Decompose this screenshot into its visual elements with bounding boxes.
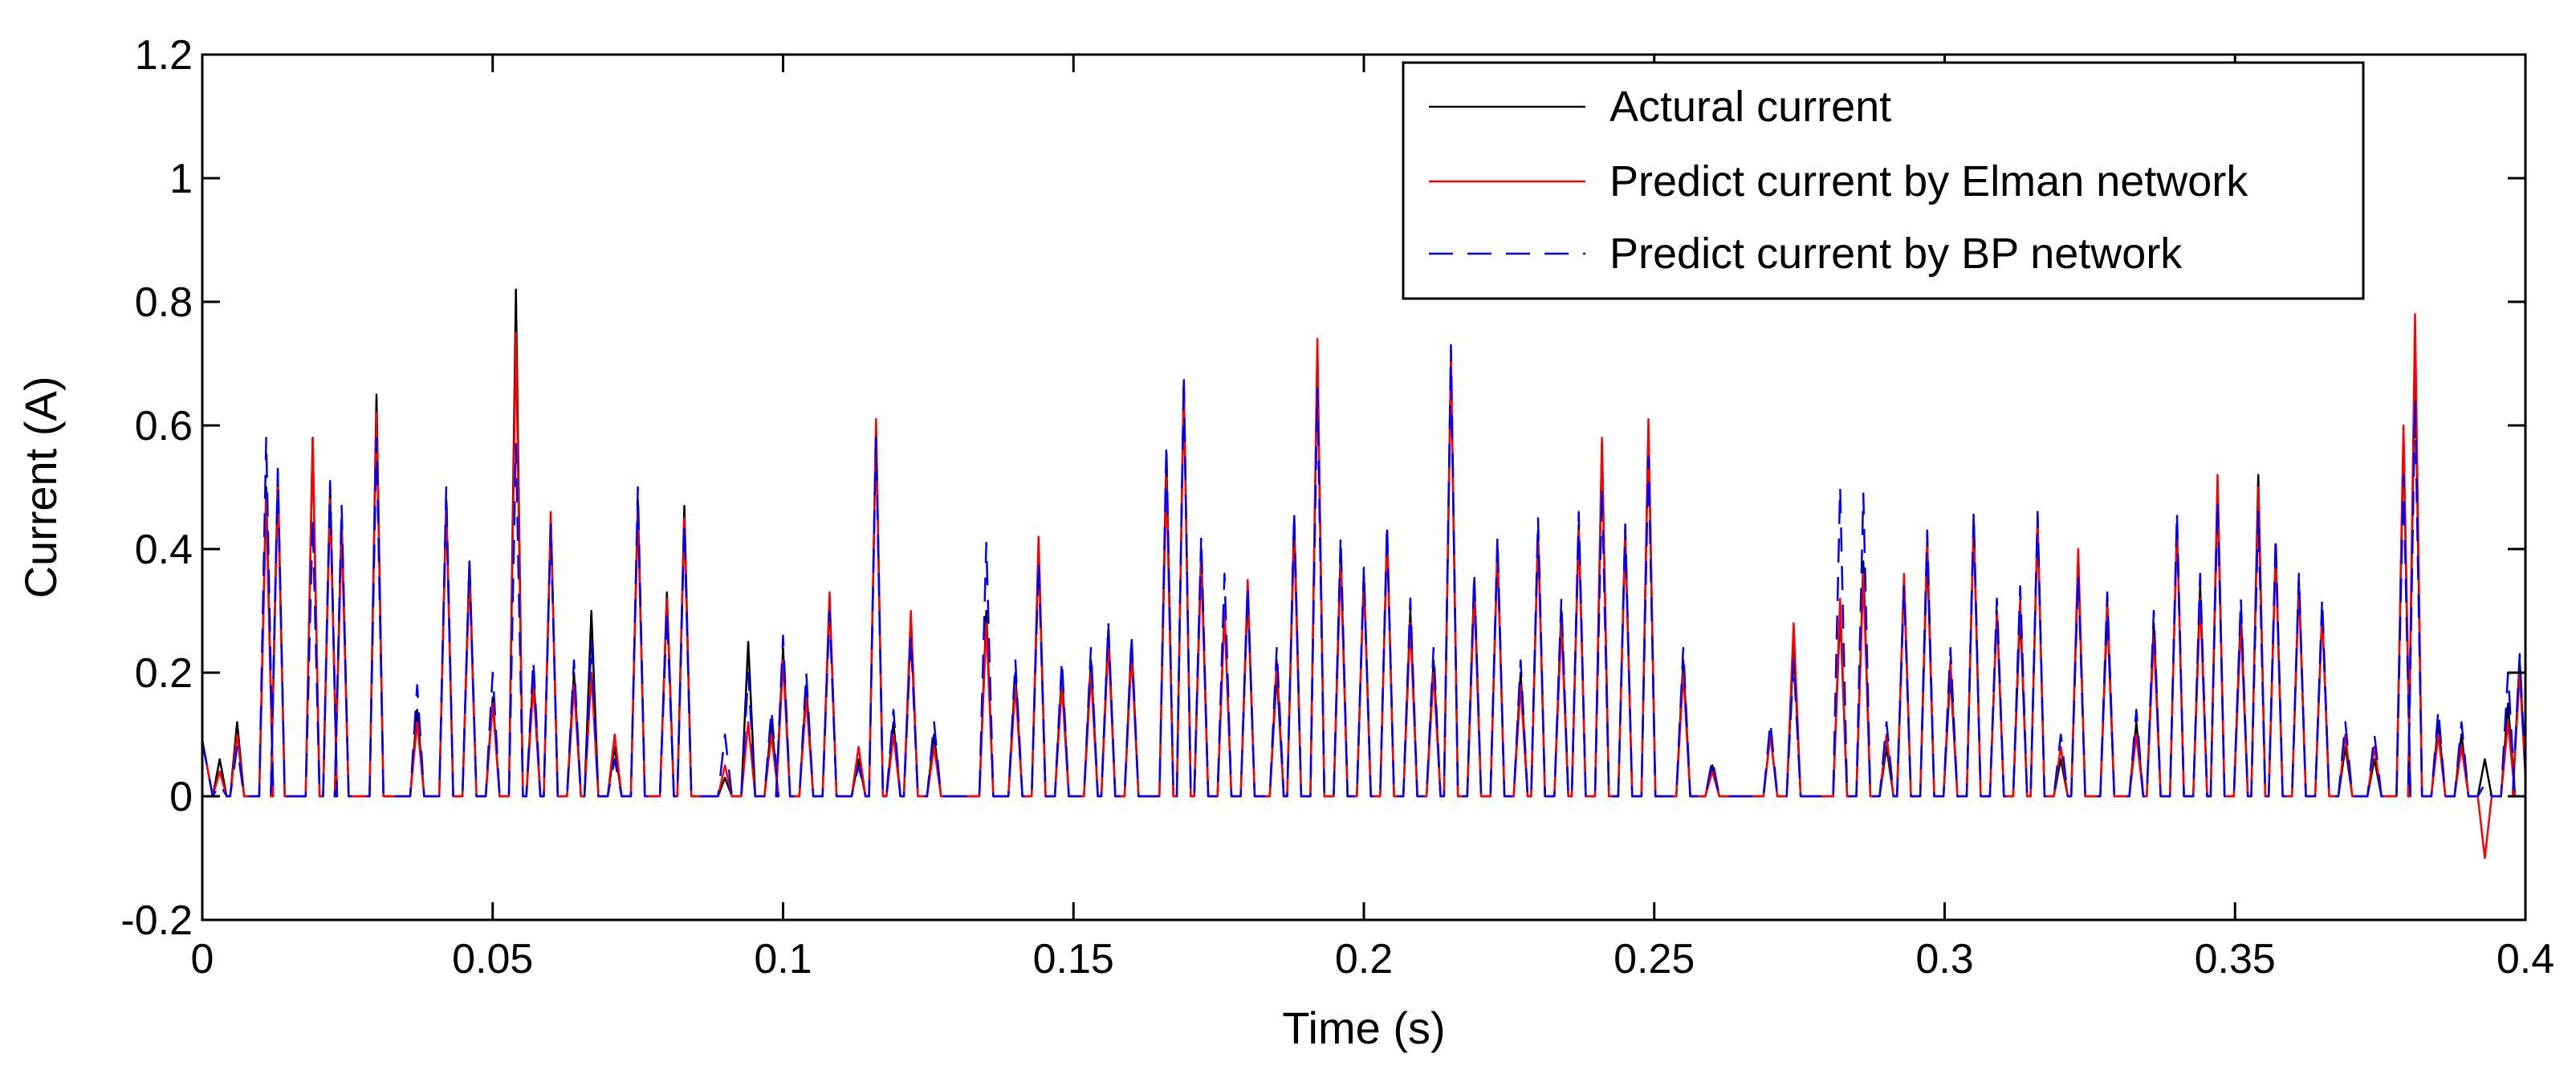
series-layer (202, 288, 2525, 860)
x-tick-label: 0.2 (1335, 936, 1393, 983)
y-tick-label: 0.2 (135, 650, 193, 697)
legend-label-actual: Actural current (1609, 83, 1891, 131)
x-tick-label: 0.35 (2195, 936, 2276, 983)
x-tick-label: 0.15 (1033, 936, 1114, 983)
y-tick-label: 0.8 (135, 279, 193, 326)
y-tick-label: 0 (169, 774, 193, 820)
y-tick-label: 0.4 (135, 527, 193, 573)
tick-layer: 0 0.05 0.1 0.15 0.2 0.25 0.3 0.35 0.4-0.200.20.4… (120, 32, 2554, 983)
legend-label-elman: Predict current by Elman network (1609, 157, 2248, 205)
x-axis-title: Time (s) (1282, 1003, 1445, 1053)
x-tick-label: 0 (191, 936, 214, 983)
x-tick-label: 0.3 (1915, 936, 1973, 983)
y-axis-title: Current (A) (15, 376, 66, 599)
y-tick-label: 1.2 (135, 32, 193, 79)
y-tick-label: 1 (169, 156, 193, 202)
x-tick-label: 0.05 (452, 936, 533, 983)
legend: Actural current Predict current by Elman… (1402, 61, 2365, 300)
x-tick-label: 0.25 (1614, 936, 1695, 983)
y-tick-label: 0.6 (135, 403, 193, 450)
y-tick-label: -0.2 (120, 897, 193, 944)
x-tick-label: 0.4 (2497, 936, 2554, 983)
x-tick-label: 0.1 (754, 936, 812, 983)
series-line-bp (202, 344, 2525, 798)
legend-label-bp: Predict current by BP network (1609, 230, 2183, 278)
